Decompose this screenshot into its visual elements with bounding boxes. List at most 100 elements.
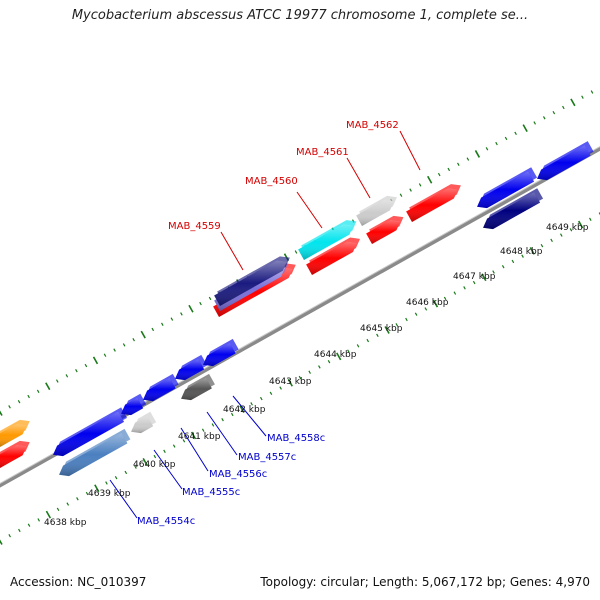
gene-label-mab-4554c[interactable]: MAB_4554c (137, 516, 195, 527)
tick-mark (559, 233, 563, 237)
tick-mark (569, 228, 573, 232)
tick-mark (103, 353, 107, 357)
tick-mark (501, 265, 505, 269)
gene-mab-4557c-b[interactable] (181, 373, 215, 401)
tick-mark (405, 317, 408, 322)
gene-label-mab-4561[interactable]: MAB_4561 (296, 147, 349, 158)
gene-label-mab-4555c[interactable]: MAB_4555c (182, 487, 240, 498)
tick-mark (581, 95, 584, 99)
tick-mark (76, 497, 79, 501)
tick-mark (336, 352, 342, 361)
tick-mark (113, 348, 116, 352)
gene-mab-4555c-a[interactable] (121, 393, 147, 416)
gene-left-red[interactable] (0, 440, 30, 468)
gene-right-blue-a[interactable] (477, 167, 538, 209)
tick-mark (327, 359, 331, 364)
tick-mark (384, 326, 390, 334)
gene-right-blue-b[interactable] (537, 141, 594, 181)
tick-mark (269, 391, 273, 396)
tick-mark (0, 410, 3, 416)
tick-mark (180, 312, 183, 316)
tick-mark (134, 465, 137, 469)
tick-mark (94, 484, 100, 493)
kbp-label-4646: 4646 kbp (406, 298, 449, 308)
gene-left-orange[interactable] (0, 419, 30, 447)
accession-text: Accession: NC_010397 (10, 575, 147, 589)
tick-mark (287, 378, 293, 387)
tick-mark (161, 322, 164, 326)
gene-mab-4561-upper[interactable] (356, 195, 397, 226)
tick-mark (56, 507, 60, 512)
tick-mark (481, 273, 487, 282)
tick-mark (395, 323, 399, 327)
tick-mark (443, 296, 447, 301)
kbp-label-4639: 4639 kbp (88, 489, 131, 499)
tick-mark (122, 343, 126, 347)
gene-mab-4554c-a[interactable] (53, 407, 128, 457)
tick-mark (294, 250, 298, 254)
tick-mark (432, 299, 439, 308)
tick-mark (259, 396, 263, 401)
gene-label-mab-4560[interactable]: MAB_4560 (245, 176, 298, 187)
tick-mark (504, 136, 508, 141)
gene-label-mab-4562[interactable]: MAB_4562 (346, 120, 399, 131)
gene-label-mab-4557c[interactable]: MAB_4557c (238, 452, 296, 463)
tick-mark (188, 304, 194, 313)
gene-mab-4562[interactable] (406, 184, 461, 222)
tick-mark (495, 141, 498, 146)
tick-mark (85, 491, 89, 496)
tick-mark (8, 405, 11, 409)
kbp-label-4642: 4642 kbp (223, 405, 266, 415)
gene-label-mab-4558c[interactable]: MAB_4558c (267, 433, 325, 444)
gene-mab-4560-lower[interactable] (306, 237, 361, 275)
tick-mark (533, 121, 537, 125)
tick-mark (485, 147, 489, 151)
tick-mark (84, 363, 88, 368)
tick-mark (552, 110, 556, 115)
tick-mark (151, 327, 155, 332)
tick-mark (114, 476, 118, 480)
tick-mark (153, 454, 157, 459)
tick-mark (318, 365, 321, 369)
tick-mark (66, 502, 70, 506)
kbp-label-4640: 4640 kbp (133, 460, 176, 470)
tick-mark (27, 394, 30, 399)
tick-mark (427, 175, 433, 184)
tick-mark (27, 523, 31, 527)
tick-mark (418, 183, 422, 187)
gene-mab-4555c-b[interactable] (131, 411, 157, 434)
tick-mark (466, 157, 470, 161)
tick-mark (124, 470, 128, 475)
gene-label-mab-4556c[interactable]: MAB_4556c (209, 469, 267, 480)
tick-mark (447, 167, 451, 172)
genome-summary-text: Topology: circular; Length: 5,067,172 bp… (260, 575, 590, 589)
tick-mark (75, 369, 78, 373)
tick-mark (472, 280, 476, 285)
tick-mark (36, 389, 40, 394)
gene-features (0, 141, 594, 477)
tick-mark (308, 370, 311, 374)
tick-mark (199, 301, 202, 306)
tick-mark (457, 162, 460, 166)
tick-mark (409, 188, 412, 192)
gene-mab-4558c-a[interactable] (203, 338, 239, 367)
gene-mab-4554c-b[interactable] (59, 428, 131, 477)
tick-mark (562, 105, 565, 110)
tick-mark (376, 333, 379, 337)
gene-label-mab-4559[interactable]: MAB_4559 (168, 221, 221, 232)
gene-mab-4561-lower[interactable] (366, 215, 404, 244)
tick-mark (65, 374, 69, 378)
gene-mab-4556c[interactable] (143, 373, 179, 402)
tick-mark (221, 418, 224, 422)
gene-mab-4557c-a[interactable] (175, 354, 208, 381)
tick-mark (511, 259, 515, 264)
tick-mark (570, 98, 576, 107)
tick-mark (577, 220, 584, 229)
gene-mab-4560-upper[interactable] (298, 220, 357, 260)
tick-mark (18, 528, 21, 533)
gene-mab-4559-outer[interactable] (214, 256, 290, 306)
gene-right-navy[interactable] (483, 188, 544, 230)
tick-mark (463, 286, 466, 290)
tick-mark (529, 247, 535, 255)
